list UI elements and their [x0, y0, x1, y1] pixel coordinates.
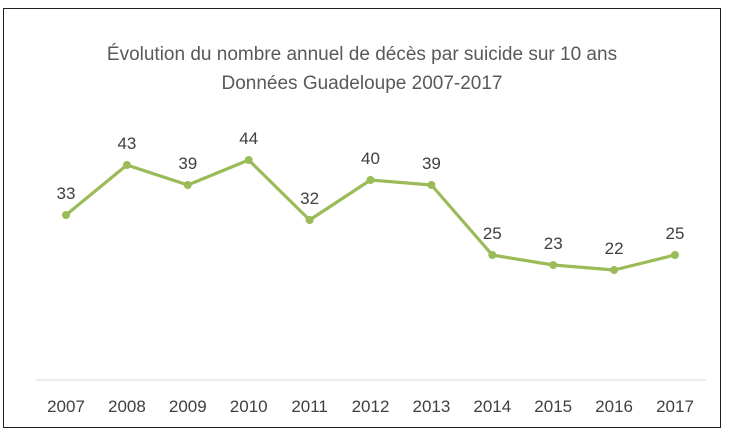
x-tick-label-2011: 2011: [291, 397, 328, 416]
data-label-2013: 39: [422, 154, 441, 173]
x-tick-label-2009: 2009: [169, 397, 207, 416]
data-label-2014: 25: [483, 224, 502, 243]
data-label-2015: 23: [544, 234, 563, 253]
data-label-2011: 32: [300, 189, 319, 208]
x-tick-label-2010: 2010: [230, 397, 268, 416]
chart-title: Évolution du nombre annuel de décès par …: [0, 40, 724, 98]
data-label-2009: 39: [178, 154, 197, 173]
data-point-2010: [244, 156, 253, 164]
data-point-2015: [549, 261, 558, 269]
chart-frame: [3, 8, 721, 428]
data-label-2007: 33: [57, 184, 76, 203]
data-label-2012: 40: [361, 149, 380, 168]
x-tick-label-2016: 2016: [595, 397, 633, 416]
x-tick-label-2014: 2014: [473, 397, 511, 416]
chart-title-line1: Évolution du nombre annuel de décès par …: [106, 44, 618, 65]
x-tick-label-2017: 2017: [656, 397, 694, 416]
data-point-2017: [671, 251, 679, 259]
data-point-2014: [488, 251, 497, 259]
data-point-2016: [610, 266, 619, 274]
data-point-2011: [305, 216, 314, 224]
data-point-2009: [183, 181, 192, 189]
data-label-2016: 22: [605, 239, 624, 258]
data-label-2017: 25: [666, 224, 685, 243]
x-tick-label-2007: 2007: [47, 397, 85, 416]
x-tick-label-2008: 2008: [108, 397, 146, 416]
data-label-2008: 43: [117, 134, 136, 153]
chart-subtitle: Données Guadeloupe 2007-2017: [221, 73, 503, 94]
data-point-2013: [427, 181, 436, 189]
x-tick-label-2015: 2015: [534, 397, 572, 416]
x-tick-label-2012: 2012: [352, 397, 390, 416]
data-point-2008: [122, 161, 131, 169]
data-point-2007: [62, 211, 70, 219]
x-tick-label-2013: 2013: [412, 397, 450, 416]
data-point-2012: [366, 176, 375, 184]
data-label-2010: 44: [239, 129, 258, 148]
